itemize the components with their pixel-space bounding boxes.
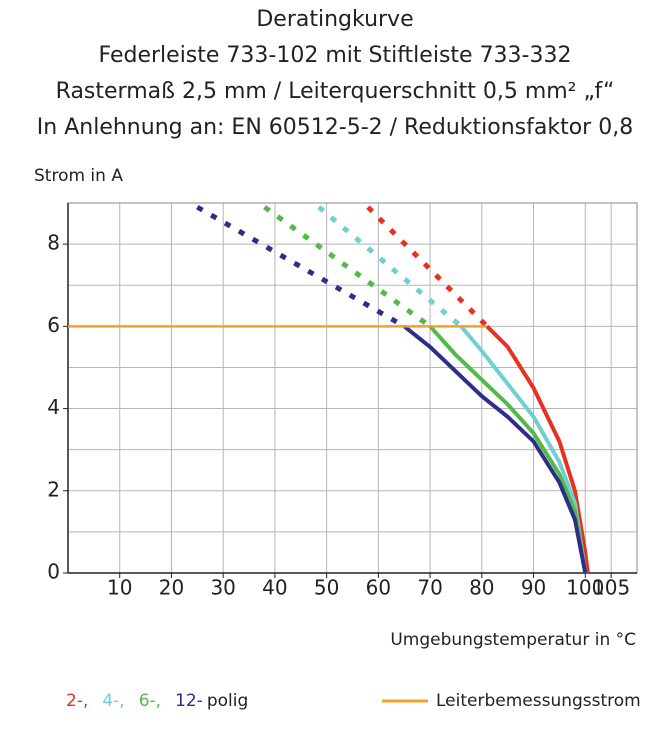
x-tick-label: 90 [521, 576, 546, 600]
x-tick-label: 80 [469, 576, 494, 600]
x-tick-label: 60 [366, 576, 391, 600]
x-tick-label: 20 [159, 576, 184, 600]
chart-subtitle: Federleiste 733-102 mit Stiftleiste 733-… [99, 43, 572, 68]
series-line [485, 324, 590, 574]
projection-line [196, 204, 406, 329]
series-line [402, 324, 588, 574]
x-tick-label: 105 [592, 576, 630, 600]
legend-label: 12- [175, 691, 203, 711]
x-tick-label: 40 [262, 576, 287, 600]
x-tick-label: 30 [210, 576, 235, 600]
series-line [428, 324, 588, 574]
legend-label: 4-, [102, 691, 124, 711]
y-tick-label: 0 [47, 560, 60, 584]
y-axis-label: Strom in A [34, 166, 123, 186]
legend-label: Leiterbemessungsstrom [436, 691, 641, 711]
x-axis-label: Umgebungstemperatur in °C [390, 630, 636, 650]
series-line [459, 325, 588, 574]
x-tick-label: 10 [107, 576, 132, 600]
y-tick-label: 2 [47, 477, 60, 501]
x-tick-label: 70 [417, 576, 442, 600]
chart-subtitle: In Anlehnung an: EN 60512-5-2 / Reduktio… [37, 115, 633, 140]
x-tick-label: 100 [566, 576, 604, 600]
y-tick-label: 4 [47, 395, 60, 419]
y-tick-label: 6 [47, 313, 60, 337]
plot-frame [67, 202, 638, 574]
y-tick-label: 8 [47, 231, 60, 255]
legend-suffix: polig [207, 691, 248, 711]
legend-label: 2-, [66, 691, 88, 711]
projection-line [263, 205, 432, 329]
chart-subtitle: Rastermaß 2,5 mm / Leiterquerschnitt 0,5… [56, 79, 615, 104]
projection-line [366, 205, 489, 329]
x-tick-label: 50 [314, 576, 339, 600]
projection-line [317, 205, 463, 329]
legend-label: 6-, [139, 691, 161, 711]
chart-title: Deratingkurve [256, 7, 413, 32]
